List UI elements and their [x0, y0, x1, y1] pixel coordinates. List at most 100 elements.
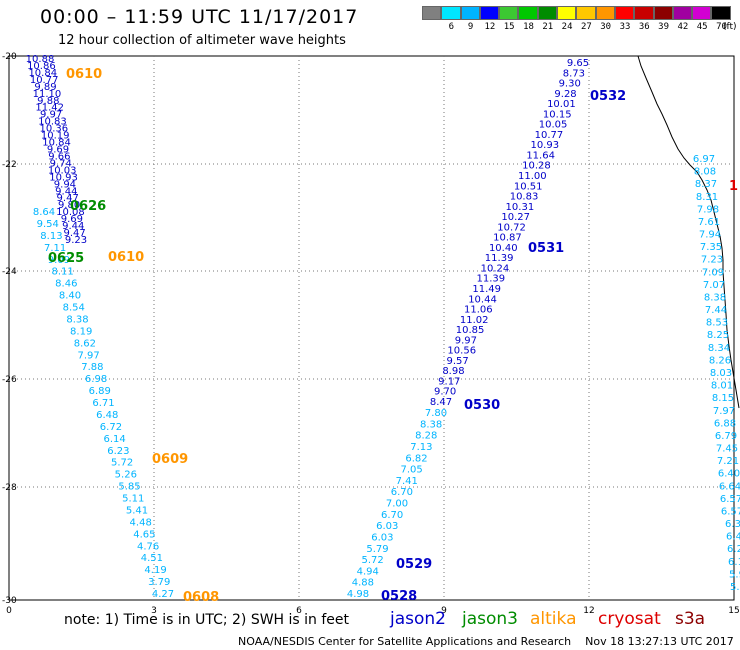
wave-height-value: 8.01: [711, 381, 733, 392]
x-tick-label: 0: [6, 606, 12, 616]
wave-height-value: 8.13: [40, 231, 62, 242]
color-scale-label: 9: [467, 22, 474, 32]
wave-height-value: 8.38: [420, 419, 442, 430]
credit-line: NOAA/NESDIS Center for Satellite Applica…: [238, 635, 734, 648]
wave-height-value: 11.39: [476, 274, 505, 285]
color-scale-label: 33: [619, 22, 631, 32]
wave-height-value: 4.88: [352, 578, 374, 589]
x-tick-label: 6: [296, 606, 302, 616]
color-swatch: [672, 6, 693, 20]
wave-height-value: 7.23: [701, 255, 723, 266]
x-tick-label: 3: [151, 606, 157, 616]
wave-height-value: 10.36: [40, 124, 69, 135]
wave-height-value: 9.17: [438, 376, 460, 387]
wave-height-value: 11.00: [518, 171, 547, 182]
y-tick-label: -20: [2, 52, 17, 62]
wave-height-value: 10.31: [506, 202, 535, 213]
wave-height-value: 10.84: [42, 138, 71, 149]
wave-height-value: 4.98: [347, 589, 369, 600]
wave-height-value: 8.73: [563, 68, 585, 79]
wave-height-value: 7.80: [425, 408, 447, 419]
wave-height-value: 7.97: [77, 350, 99, 361]
color-swatch: [499, 6, 519, 20]
color-scale-unit: (ft): [723, 22, 737, 32]
wave-height-value: 9.47: [57, 193, 79, 204]
map-subtitle: 12 hour collection of altimeter wave hei…: [58, 33, 346, 48]
color-swatch: [557, 6, 577, 20]
track-east-coast: 6.97 8.088.37 8.317.98 7.61 7.947.35 7.237.09…: [693, 154, 740, 593]
color-swatch: [614, 6, 635, 20]
wave-height-value: 7.94: [699, 230, 721, 241]
wave-height-value: 6.57: [721, 506, 740, 517]
y-tick-label: -22: [2, 160, 17, 170]
color-swatch: [422, 6, 442, 20]
color-scale-label: 18: [523, 22, 534, 32]
wave-height-value: 9.54: [37, 219, 59, 230]
wave-height-value: 7.41: [396, 476, 418, 487]
wave-height-value: 8.47: [430, 397, 452, 408]
wave-height-value: 4.76: [137, 541, 159, 552]
wave-height-value: 6.2: [727, 544, 740, 555]
wave-height-value: 6.64: [719, 481, 740, 492]
color-swatch: [576, 6, 596, 20]
pass-number-label: 0528: [381, 589, 417, 604]
wave-height-value: 7.44: [705, 305, 727, 316]
wave-height-value: 5.11: [122, 494, 144, 505]
wave-height-value: 4.27: [152, 589, 174, 600]
x-tick-label: 12: [583, 606, 594, 616]
satellite-legend-item: jason3: [462, 609, 518, 629]
y-tick-label: -24: [2, 267, 17, 277]
wave-height-value: 4.65: [133, 529, 155, 540]
color-swatch: [537, 6, 558, 20]
wave-height-value: 8.53: [706, 318, 728, 329]
track-altika-north: 10.8810.8610.8410.779.8911.109.8811.429.…: [26, 54, 87, 246]
wave-height-value: 6.3: [725, 519, 740, 530]
wave-height-value: 9.70: [434, 387, 456, 398]
wave-height-value: 9.23: [65, 235, 87, 246]
wave-height-value: 9.94: [54, 179, 76, 190]
wave-height-value: 3.79: [148, 577, 170, 588]
wave-height-value: 6.48: [96, 410, 118, 421]
wave-height-value: 9.47: [63, 228, 85, 239]
satellite-legend-item: cryosat: [598, 609, 661, 629]
color-scale-label: 36: [638, 22, 650, 32]
wave-height-value: 7.88: [81, 362, 103, 373]
wave-height-value: 7.35: [700, 242, 722, 253]
wave-height-value: 10.85: [456, 325, 485, 336]
altimeter-tracks: 10.8810.8610.8410.779.8911.109.8811.429.…: [26, 54, 740, 600]
color-scale-label: 45: [696, 22, 708, 32]
wave-height-value: 9.65: [567, 58, 589, 69]
wave-height-value: 10.05: [539, 120, 568, 131]
wave-height-value: 6.40: [718, 469, 740, 480]
wave-height-value: 6.88: [714, 418, 736, 429]
wave-height-value: 10.01: [547, 99, 576, 110]
wave-height-value: 8.31: [696, 192, 718, 203]
wave-height-value: 6.03: [371, 532, 393, 543]
wave-height-value: 10.72: [497, 222, 526, 233]
x-tick-label: 15: [728, 606, 739, 616]
wave-height-value: 8.98: [442, 366, 464, 377]
wave-height-value: 6.14: [104, 434, 126, 445]
color-scale-label: 15: [503, 22, 515, 32]
wave-height-value: 9.74: [50, 158, 72, 169]
pass-number-label: 0610: [66, 67, 102, 82]
map-grid: [9, 56, 734, 600]
wave-height-value: 4.48: [130, 517, 152, 528]
wave-height-value: 6.23: [107, 446, 129, 457]
wave-height-value: 9.88: [37, 96, 59, 107]
axis-ticks: 0 3 6 9 12 15 -20 -22 -24 -26 -28 -30: [2, 52, 740, 616]
wave-height-value: 9.66: [48, 151, 70, 162]
wave-height-value: 10.44: [468, 294, 497, 305]
wave-height-value: 8.37: [695, 179, 717, 190]
color-scale: [422, 6, 731, 20]
wave-height-value: 10.93: [49, 172, 78, 183]
wave-height-value: 7.97: [713, 406, 735, 417]
wave-height-value: 4.51: [141, 553, 163, 564]
pass-labels: 0610 0626 0625 0610 0609 0608 0532 0531 0530 0529…: [48, 67, 738, 605]
wave-height-value: 10.84: [28, 68, 57, 79]
wave-height-value: 6.03: [376, 521, 398, 532]
color-scale-label: 27: [580, 22, 592, 32]
wave-height-value: 10.24: [481, 263, 510, 274]
wave-height-value: 8.11: [51, 267, 73, 278]
